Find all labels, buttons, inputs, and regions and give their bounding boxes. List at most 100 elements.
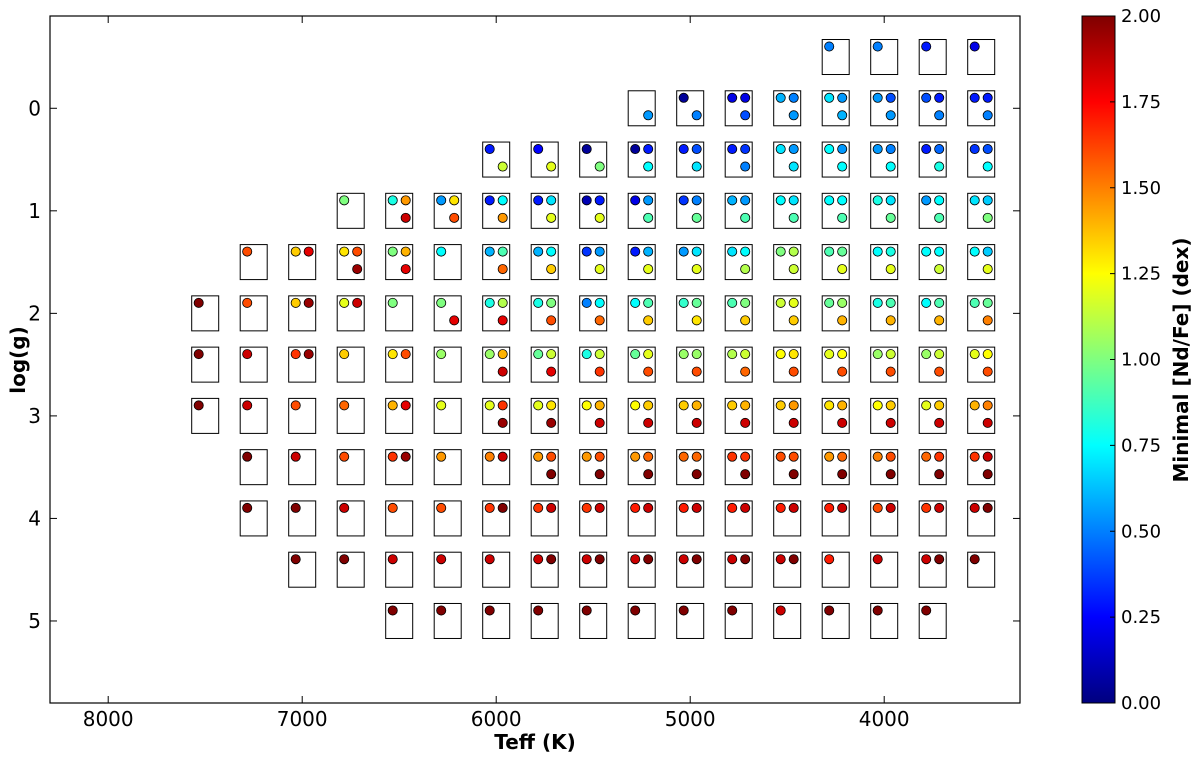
- data-point: [581, 349, 592, 360]
- data-point: [533, 400, 544, 411]
- data-point: [837, 246, 848, 257]
- data-point: [497, 349, 508, 360]
- data-point: [740, 246, 751, 257]
- data-point: [837, 264, 848, 275]
- data-point: [533, 502, 544, 513]
- data-point: [193, 349, 204, 360]
- data-point: [630, 195, 641, 206]
- data-point: [691, 400, 702, 411]
- grid-cell: [918, 346, 947, 383]
- y-axis-label: log(g): [6, 326, 30, 394]
- data-point: [837, 366, 848, 377]
- grid-cell: [918, 90, 947, 127]
- grid-cell: [482, 449, 511, 486]
- grid-cell: [627, 295, 656, 332]
- data-point: [290, 246, 301, 257]
- data-point: [339, 451, 350, 462]
- grid-cell: [724, 295, 753, 332]
- data-point: [449, 195, 460, 206]
- data-point: [837, 417, 848, 428]
- data-point: [788, 469, 799, 480]
- grid-cell: [870, 500, 899, 537]
- grid-cell: [385, 244, 414, 281]
- data-point: [387, 502, 398, 513]
- grid-cell: [918, 141, 947, 178]
- grid-cell: [676, 500, 705, 537]
- grid-cell: [773, 295, 802, 332]
- grid-cell: [239, 500, 268, 537]
- data-point: [837, 315, 848, 326]
- data-point: [921, 349, 932, 360]
- data-point: [643, 110, 654, 121]
- grid-cell: [336, 346, 365, 383]
- data-point: [885, 161, 896, 172]
- data-point: [727, 349, 738, 360]
- data-point: [581, 502, 592, 513]
- grid-cell: [967, 449, 996, 486]
- data-point: [339, 246, 350, 257]
- data-point: [691, 366, 702, 377]
- data-point: [387, 451, 398, 462]
- data-point: [982, 469, 993, 480]
- data-point: [387, 554, 398, 565]
- data-point: [594, 417, 605, 428]
- data-point: [497, 451, 508, 462]
- grid-cell: [870, 192, 899, 229]
- data-point: [788, 264, 799, 275]
- grid-cell: [385, 346, 414, 383]
- data-point: [484, 605, 495, 616]
- data-point: [546, 366, 557, 377]
- x-tick-label: 4000: [859, 707, 910, 731]
- data-point: [982, 366, 993, 377]
- grid-cells: [191, 39, 996, 639]
- data-point: [630, 297, 641, 308]
- data-point: [872, 349, 883, 360]
- data-point: [643, 417, 654, 428]
- data-point: [872, 144, 883, 155]
- data-point: [387, 195, 398, 206]
- data-point: [727, 297, 738, 308]
- grid-cell: [433, 551, 462, 588]
- y-tick-label: 3: [28, 404, 41, 428]
- data-point: [630, 246, 641, 257]
- grid-cell: [918, 449, 947, 486]
- data-point: [921, 297, 932, 308]
- data-point: [691, 264, 702, 275]
- grid-cell: [482, 192, 511, 229]
- data-point: [497, 502, 508, 513]
- data-point: [775, 605, 786, 616]
- grid-cell: [627, 346, 656, 383]
- data-point: [788, 554, 799, 565]
- data-point: [788, 212, 799, 223]
- data-point: [594, 400, 605, 411]
- grid-cell: [821, 244, 850, 281]
- data-point: [533, 246, 544, 257]
- data-point: [242, 297, 253, 308]
- data-point: [885, 92, 896, 103]
- data-point: [921, 41, 932, 52]
- grid-cell: [627, 141, 656, 178]
- data-point: [387, 400, 398, 411]
- data-point: [982, 212, 993, 223]
- grid-cell: [967, 141, 996, 178]
- data-point: [837, 469, 848, 480]
- grid-cell: [724, 90, 753, 127]
- grid-cell: [676, 90, 705, 127]
- grid-cell: [336, 500, 365, 537]
- grid-cell: [627, 500, 656, 537]
- data-point: [969, 195, 980, 206]
- data-point: [921, 451, 932, 462]
- data-point: [921, 195, 932, 206]
- data-point: [678, 400, 689, 411]
- data-point: [969, 502, 980, 513]
- data-point: [727, 400, 738, 411]
- grid-cell: [773, 141, 802, 178]
- data-point: [546, 161, 557, 172]
- grid-cell: [967, 244, 996, 281]
- grid-cell: [773, 397, 802, 434]
- data-point: [740, 366, 751, 377]
- grid-cell: [433, 244, 462, 281]
- data-point: [400, 246, 411, 257]
- grid-cell: [821, 39, 850, 76]
- grid-cell: [627, 449, 656, 486]
